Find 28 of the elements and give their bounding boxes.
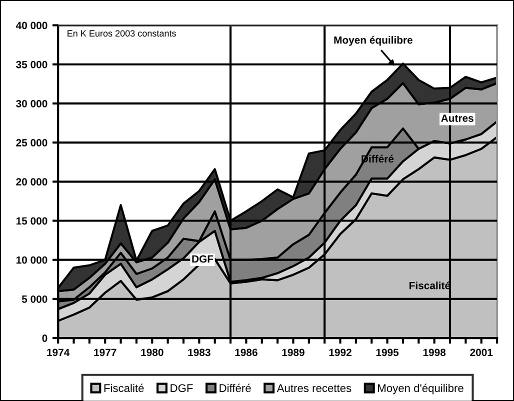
x-tick-label: 1977	[94, 348, 116, 356]
x-tick-label: 1998	[423, 348, 446, 356]
y-tick-label: 30 000	[16, 100, 48, 108]
x-tick-label: 1986	[235, 348, 258, 356]
annotation: DGF	[192, 255, 214, 263]
legend-label: DGF	[170, 384, 193, 392]
x-tick-label: 1980	[141, 348, 164, 356]
y-tick-label: 25 000	[16, 139, 48, 146]
x-tick-label: 1974	[47, 348, 70, 356]
y-tick-label: 35 000	[16, 60, 48, 68]
annotation: Autres	[441, 114, 474, 122]
legend-label: Fiscalité	[104, 384, 144, 392]
x-tick-label: 1995	[376, 348, 399, 356]
annotation: En K Euros 2003 constants	[68, 30, 176, 37]
y-tick-label: 40 000	[16, 22, 48, 30]
y-tick-label: 20 000	[16, 178, 48, 186]
legend-label: Autres recettes	[276, 384, 352, 392]
legend-label: Différé	[220, 384, 251, 392]
legend-label: Moyen d'équilibre	[378, 384, 464, 394]
x-tick-label: 1992	[329, 348, 352, 356]
x-tick-label: 1983	[188, 348, 210, 356]
y-tick-label: 15 000	[16, 217, 48, 225]
x-tick-label: 1989	[282, 348, 304, 356]
y-tick-label: 5 000	[22, 295, 48, 303]
x-tick-label: 2001	[470, 348, 493, 356]
annotation: Moyen équilibre	[334, 36, 412, 46]
y-tick-label: 0	[42, 334, 48, 342]
y-tick-label: 10 000	[16, 256, 48, 264]
